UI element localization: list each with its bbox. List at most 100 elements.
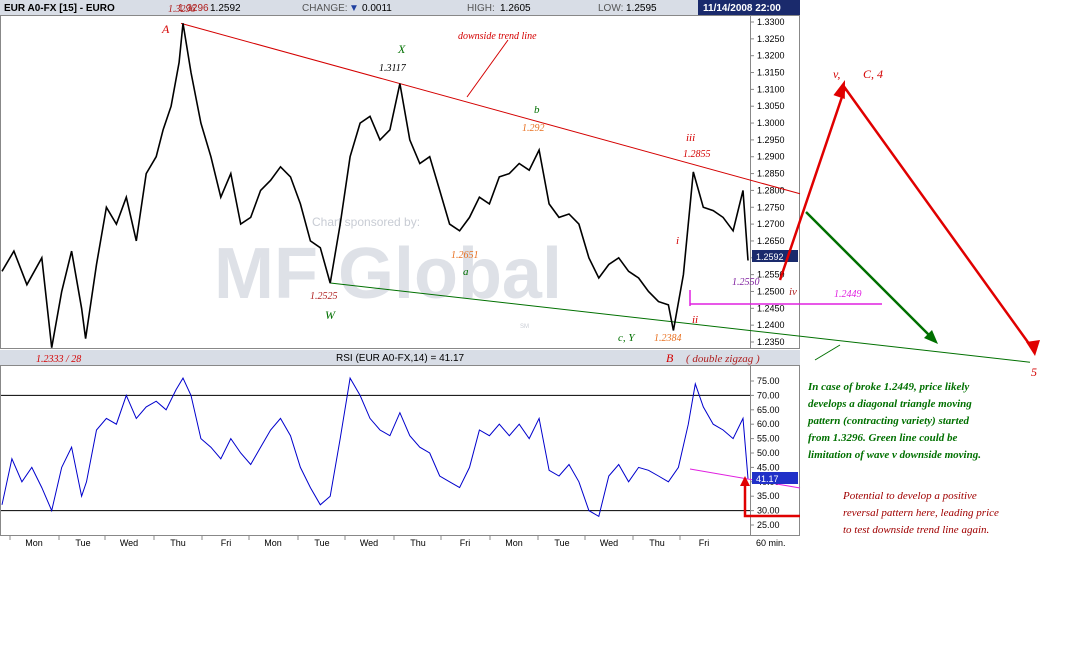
projection-red-arrowhead-up [833,80,845,99]
label-B: B [666,351,674,365]
x-axis-label: Tue [75,538,90,548]
label-12651: 1.2651 [451,250,479,261]
label-cY: c, Y [618,332,636,344]
sponsor-sm: SM [520,324,529,330]
x-axis-labels: Mon Tue Wed Thu Fri Mon Tue Wed Thu Fri Mon Tue Wed T… [9,536,710,548]
label-ii: ii [692,314,698,326]
projection-red-path [778,85,1037,353]
note1-line: limitation of wave v downside moving. [808,449,981,461]
label-C4: C, 4 [863,67,883,81]
x-axis-label: Fri [699,538,710,548]
high-value: 1.2605 [500,3,531,14]
rsi-axis [750,365,800,536]
low-label: LOW: [598,3,623,14]
price-tick-label: 1.3250 [757,34,785,44]
label-W: W [325,308,336,322]
last-prefix: 1.3296 [178,3,209,14]
label-v: v, [833,67,840,81]
x-axis-label: Tue [554,538,569,548]
datetime-box [698,0,800,15]
note1-line: from 1.3296. Green line could be [808,432,958,444]
last-price-box-label: 1.2592 [756,252,784,262]
label-12550: 1.2550 [732,277,760,288]
high-label: HIGH: [467,3,495,14]
projection-green-arrowhead [924,330,938,344]
label-12384: 1.2384 [654,333,682,344]
label-13117: 1.3117 [379,63,407,74]
datetime: 11/14/2008 22:00 [703,3,781,14]
change-value: 0.0011 [362,3,392,14]
rsi-last-box [752,472,798,484]
rsi-tick-label: 35.00 [757,491,780,501]
price-series-line [1,23,749,348]
label-X: X [397,42,406,56]
x-axis-label: Mon [264,538,282,548]
downside-trend-line [180,22,801,195]
price-tick-label: 1.2650 [757,236,785,246]
note1-line: develops a diagonal triangle moving [808,398,972,410]
rsi-tick-label: 45.00 [757,462,780,472]
rsi-tick-label: 50.00 [757,448,780,458]
label-5: 5 [1031,365,1037,379]
rsi-axis-ticks: 75.0070.0065.0060.0055.0050.0045.0040.00… [750,376,780,530]
label-iv: iv [789,286,797,298]
note1-pointer [814,344,841,361]
header-bar [0,0,800,15]
x-axis-label: Wed [120,538,138,548]
label-12855: 1.2855 [683,149,711,160]
label-12333: 1.2333 / 28 [36,354,81,365]
note1-line: pattern (contracting variety) started [807,415,970,427]
price-tick-label: 1.2350 [757,337,785,347]
label-downside-trend: downside trend line [458,31,537,42]
label-1292: 1.292 [522,123,545,134]
price-tick-label: 1.3050 [757,101,785,111]
price-tick-label: 1.2900 [757,152,785,162]
change-label: CHANGE: [302,3,348,14]
change-down-icon: ▼ [349,3,359,14]
trend-label-pointer [466,39,509,98]
note2-line: to test downside trend line again. [843,524,989,536]
price-tick-label: 1.3000 [757,118,785,128]
price-tick-label: 1.2550 [757,270,785,280]
x-axis-label: Tue [314,538,329,548]
price-tick-label: 1.3150 [757,68,785,78]
last-price: 1.2592 [210,3,241,14]
rsi-title: RSI (EUR A0-FX,14) = 41.17 [336,353,465,364]
x-axis-label: Thu [649,538,665,548]
x-axis-label: Wed [360,538,378,548]
price-panel [0,15,751,349]
note1-line: In case of broke 1.2449, price likely [807,381,969,393]
rsi-tick-label: 55.00 [757,434,780,444]
label-b: b [534,104,540,116]
rsi-tick-label: 25.00 [757,520,780,530]
symbol-title: EUR A0-FX [15] - EURO [4,3,115,14]
price-tick-label: 1.3100 [757,84,785,94]
note-diagonal-triangle: In case of broke 1.2449, price likely dev… [807,381,981,461]
note2-pointer [743,482,800,518]
projection-red-arrowhead-down [1026,340,1040,356]
label-A: A [161,22,170,36]
x-axis-label: Fri [460,538,471,548]
label-12525: 1.2525 [310,291,338,302]
price-tick-label: 1.3200 [757,51,785,61]
x-axis-label: Fri [221,538,232,548]
sponsor-logo: MF Global [214,234,562,314]
projection-green-path [805,211,935,341]
rsi-tick-label: 65.00 [757,405,780,415]
x-axis [0,536,800,550]
price-tick-label: 1.2950 [757,135,785,145]
note-positive-reversal: Potential to develop a positive reversal … [842,490,999,536]
note2-arrowhead [740,476,750,486]
label-13296: 1.3296 [168,4,196,15]
x-axis-label: Thu [170,538,186,548]
label-12449: 1.2449 [834,289,862,300]
x-axis-label: Mon [25,538,43,548]
low-value: 1.2595 [626,3,657,14]
label-double-zigzag: ( double zigzag ) [686,353,760,365]
sponsor-text: Chart sponsored by: [312,215,420,229]
price-tick-label: 1.2800 [757,185,785,195]
rsi-tick-label: 60.00 [757,419,780,429]
support-trend-line [330,282,1031,363]
rsi-tick-label: 30.00 [757,506,780,516]
